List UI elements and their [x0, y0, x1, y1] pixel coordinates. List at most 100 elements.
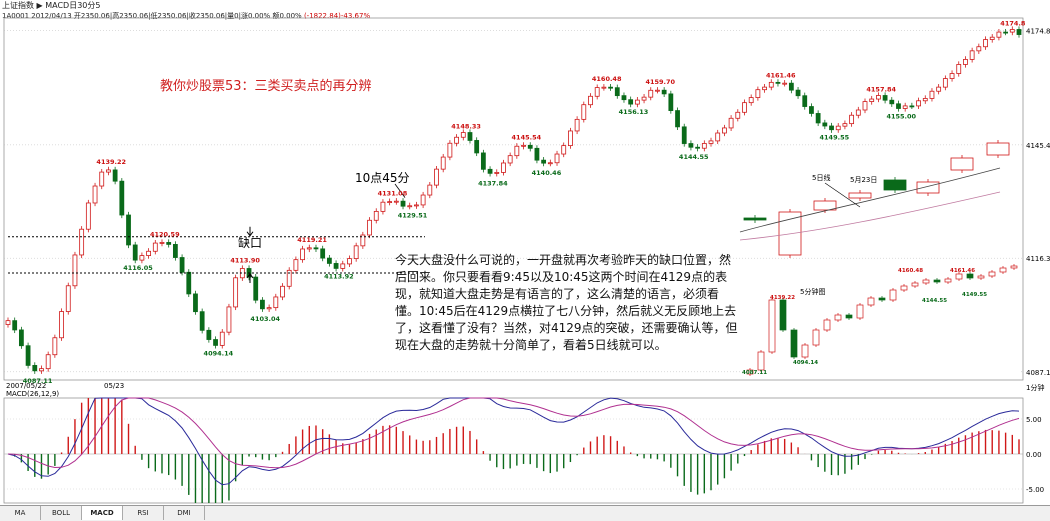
- extreme-label: 4145.54: [512, 133, 542, 141]
- price-tick-label: 4174.8: [1026, 27, 1050, 35]
- tab-macd[interactable]: MACD: [82, 506, 123, 520]
- candle-body: [782, 82, 788, 85]
- candle-body: [313, 247, 319, 250]
- macd-dif-line: [7, 397, 1020, 486]
- candle-body: [922, 98, 928, 102]
- candle-body: [715, 132, 721, 142]
- candle-body: [849, 114, 855, 125]
- macd-label: MACD(26,12,9): [6, 390, 59, 398]
- extreme-label: 4131.08: [378, 190, 408, 198]
- inset-5min-body: [867, 297, 875, 306]
- extreme-label: 4139.22: [96, 158, 126, 166]
- inset-5min-extreme: 4139.22: [770, 295, 795, 301]
- candle-body: [748, 97, 754, 104]
- candle-body: [862, 101, 868, 111]
- candle-body: [333, 263, 339, 269]
- inset-5min-extreme: 4094.14: [793, 360, 818, 366]
- inset-5min-body: [955, 273, 963, 280]
- tab-ma[interactable]: MA: [0, 506, 41, 520]
- candle-body: [39, 368, 44, 372]
- quote-volume: 量0: [227, 12, 239, 20]
- candle-body: [447, 142, 453, 158]
- candle-body: [85, 202, 91, 230]
- candle-body: [219, 331, 225, 346]
- candle-body: [414, 204, 419, 207]
- candle-body: [467, 132, 473, 141]
- inset-5min-body: [922, 279, 930, 284]
- candle-body: [79, 228, 85, 256]
- candle-body: [206, 329, 212, 340]
- candle-body: [655, 89, 660, 92]
- candle-body: [989, 36, 995, 40]
- inset-5min-body: [988, 271, 996, 277]
- extreme-label: 4116.05: [123, 264, 153, 272]
- gap-arrow-head: [246, 231, 254, 237]
- macd-dea-line: [7, 397, 1020, 469]
- candle-body: [809, 106, 814, 114]
- candle-body: [367, 219, 372, 236]
- candle-body: [266, 307, 272, 310]
- candle-body: [1003, 31, 1009, 34]
- inset-5min-panel: [740, 262, 1020, 374]
- macd-tick-label: -5.00: [1026, 486, 1044, 494]
- candle-body: [755, 89, 761, 98]
- price-chart[interactable]: 4174.8 4145.4 4116.3 4087.1 2007/05/22 05/23 1…: [0, 0, 1050, 505]
- inset-candle-body: [916, 181, 940, 194]
- candle-body: [434, 168, 439, 186]
- inset-candle-body: [813, 200, 837, 211]
- candle-body: [199, 311, 205, 331]
- candle-body: [179, 257, 185, 273]
- candle-body: [561, 145, 567, 155]
- candle-body: [32, 365, 38, 372]
- candle-body: [286, 269, 292, 287]
- candle-body: [293, 259, 299, 271]
- inset-candle-body: [883, 179, 907, 191]
- candle-body: [159, 242, 165, 244]
- candle-body: [882, 95, 888, 101]
- candle-body: [186, 271, 192, 295]
- extreme-label: 4113.92: [324, 272, 354, 280]
- candle-body: [112, 169, 118, 182]
- extreme-label: 4140.46: [532, 169, 562, 177]
- candle-body: [320, 248, 326, 259]
- quote-open: 开2350.06: [73, 12, 110, 20]
- candle-body: [554, 153, 560, 164]
- candle-body: [829, 125, 834, 131]
- candle-body: [45, 354, 51, 370]
- macd-tick-label: 5.00: [1026, 416, 1042, 424]
- candle-body: [373, 210, 379, 221]
- gap-arrow-head: [246, 273, 254, 279]
- tab-rsi[interactable]: RSI: [123, 506, 164, 520]
- candle-body: [869, 98, 875, 102]
- candle-body: [347, 258, 352, 265]
- tab-boll[interactable]: BOLL: [41, 506, 82, 520]
- candle-body: [722, 127, 727, 134]
- inset-5min-body: [845, 314, 853, 319]
- cursor-label: 1分钟: [1026, 383, 1044, 392]
- candle-body: [996, 31, 1002, 38]
- candle-body: [594, 87, 600, 97]
- quote-amount: 额0.00%: [272, 12, 302, 20]
- tab-dmi[interactable]: DMI: [164, 506, 205, 520]
- extreme-label: 4161.46: [766, 71, 796, 79]
- inset-5min-body: [889, 289, 897, 301]
- candle-body: [501, 162, 506, 173]
- extreme-label: 4119.21: [297, 236, 327, 244]
- candle-body: [172, 244, 178, 258]
- candle-body: [668, 93, 674, 111]
- candle-body: [708, 140, 714, 144]
- candle-body: [387, 201, 393, 204]
- candle-body: [634, 99, 640, 105]
- candle-body: [876, 95, 881, 100]
- candle-body: [474, 140, 480, 154]
- candle-body: [909, 105, 915, 108]
- candle-body: [300, 248, 305, 261]
- inset-candle-body: [950, 157, 974, 171]
- candle-body: [728, 117, 734, 129]
- candle-body: [521, 144, 526, 147]
- candle-body: [25, 345, 31, 366]
- macd-panel-frame: [3, 397, 1024, 504]
- candle-body: [326, 257, 332, 264]
- candle-body: [152, 242, 158, 252]
